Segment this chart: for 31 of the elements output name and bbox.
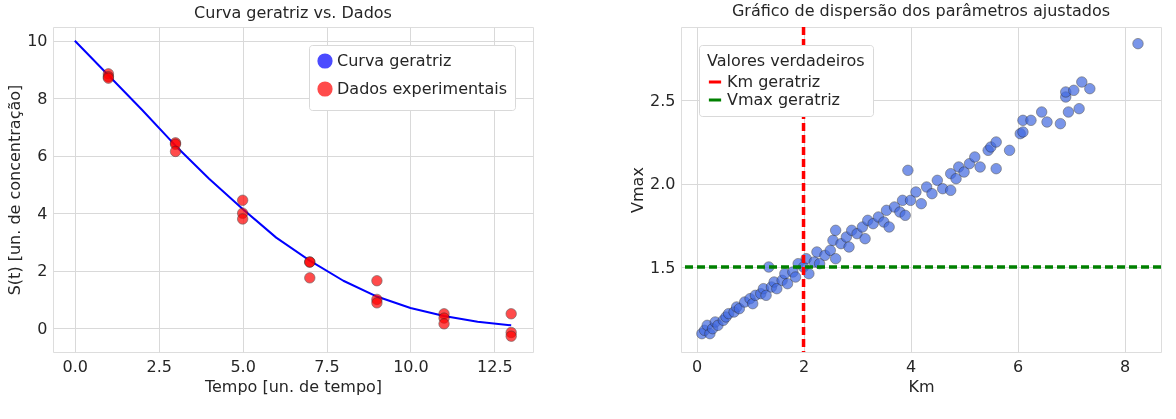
x-tick-label: 2 xyxy=(798,356,810,376)
y-tick-label: 2 xyxy=(37,261,48,281)
y-axis-title: S(t) [un. de concentração] xyxy=(5,84,25,296)
chart-title: Curva geratriz vs. Dados xyxy=(194,3,392,22)
y-tick-label: 0 xyxy=(37,318,48,338)
y-tick-label: 6 xyxy=(37,146,48,166)
x-tick-label: 6 xyxy=(1012,356,1024,376)
y-tick-label: 10 xyxy=(27,31,48,51)
legend-label: Vmax geratriz xyxy=(727,90,840,109)
y-tick-label: 2.5 xyxy=(650,90,676,110)
x-tick-label: 0.0 xyxy=(62,356,89,376)
legend-label: Dados experimentais xyxy=(337,79,507,98)
y-tick-label: 1.5 xyxy=(650,257,676,277)
x-tick-label: 10.0 xyxy=(393,356,429,376)
ref-line-label: Km geratriz xyxy=(727,72,821,91)
y-tick-label: 4 xyxy=(37,203,48,223)
legend-label: Curva geratriz xyxy=(337,51,452,70)
y-tick-label: 2.0 xyxy=(650,174,676,194)
x-tick-label: 4 xyxy=(905,356,917,376)
x-tick-label: 0 xyxy=(691,356,703,376)
legend-title: Valores verdadeiros xyxy=(707,51,865,70)
x-tick-label: 2.5 xyxy=(146,356,172,376)
x-tick-label: 5.0 xyxy=(230,356,256,376)
chart-title: Gráfico de dispersão dos parâmetros ajustados xyxy=(731,1,1111,21)
x-axis-title: Km xyxy=(908,376,935,396)
x-tick-label: 12.5 xyxy=(477,356,513,376)
x-tick-label: 8 xyxy=(1120,356,1131,376)
x-axis-title: Tempo [un. de tempo] xyxy=(203,376,383,396)
y-axis-title: Vmax xyxy=(628,167,648,213)
y-tick-label: 8 xyxy=(37,88,48,108)
x-tick-label: 7.5 xyxy=(314,356,340,376)
